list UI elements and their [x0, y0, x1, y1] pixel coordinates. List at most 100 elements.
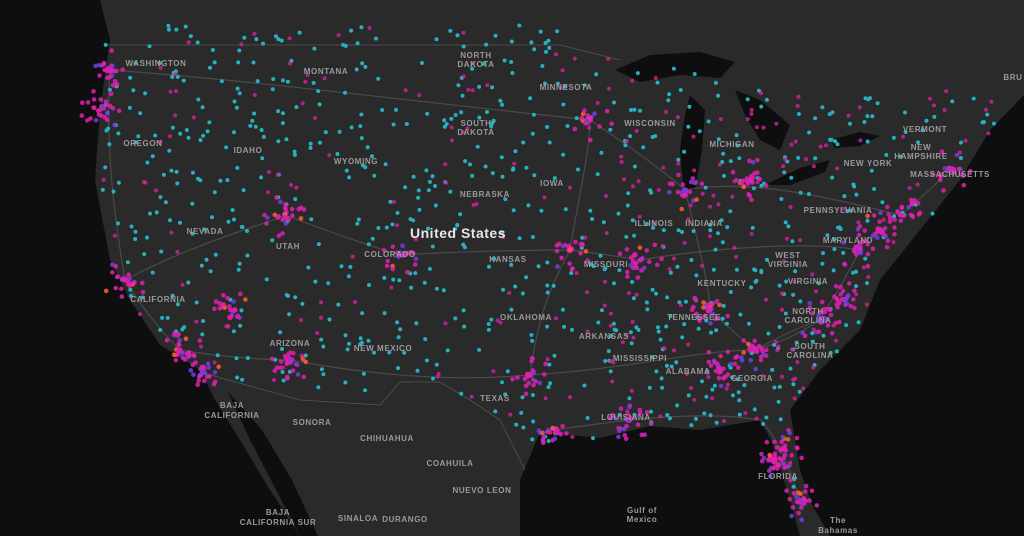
point — [145, 235, 149, 240]
point — [818, 309, 823, 315]
point — [884, 152, 889, 157]
point — [733, 355, 738, 361]
point — [787, 497, 793, 502]
point — [865, 241, 870, 247]
point — [641, 265, 647, 271]
point — [195, 40, 200, 45]
point — [588, 137, 593, 143]
point — [138, 312, 142, 317]
point — [857, 105, 862, 110]
point — [546, 38, 551, 43]
point — [598, 253, 603, 258]
point — [537, 380, 543, 386]
point — [775, 348, 780, 353]
point — [659, 376, 664, 381]
point — [372, 350, 376, 355]
point — [474, 202, 479, 206]
point — [785, 236, 789, 241]
point — [700, 379, 704, 384]
point — [553, 316, 558, 321]
point — [771, 466, 776, 471]
point — [750, 225, 755, 230]
point — [822, 306, 827, 312]
point — [500, 380, 504, 385]
point — [184, 128, 189, 132]
point — [716, 202, 721, 207]
point — [145, 160, 150, 165]
place-label: LOUISIANA — [601, 413, 650, 422]
point — [526, 203, 531, 208]
point — [753, 279, 758, 284]
point — [92, 105, 97, 111]
point — [625, 412, 630, 416]
point — [280, 231, 285, 236]
point — [194, 300, 199, 305]
point — [680, 335, 685, 340]
point — [667, 92, 672, 97]
point — [634, 265, 640, 271]
point — [739, 355, 744, 360]
point — [192, 353, 197, 359]
point — [508, 412, 513, 417]
point — [434, 286, 439, 291]
point — [266, 190, 271, 195]
point — [238, 291, 243, 297]
point — [679, 206, 685, 212]
point — [858, 138, 863, 143]
point — [763, 183, 769, 188]
point — [887, 219, 893, 224]
point — [133, 229, 138, 234]
point — [286, 217, 292, 222]
point — [765, 257, 769, 262]
point — [705, 371, 710, 375]
point — [468, 162, 472, 167]
point — [228, 307, 233, 313]
point — [239, 308, 244, 313]
point — [564, 431, 569, 436]
point — [848, 121, 852, 126]
place-label: NEW — [911, 143, 931, 152]
point — [250, 118, 255, 123]
place-label: DAKOTA — [457, 128, 494, 137]
point — [736, 390, 741, 395]
point — [759, 91, 763, 96]
point — [269, 356, 275, 362]
point — [602, 279, 607, 284]
point — [623, 143, 628, 148]
place-label: COAHUILA — [426, 459, 473, 468]
point — [303, 79, 308, 84]
place-label: Bahamas — [818, 526, 858, 535]
point — [786, 224, 791, 229]
point — [274, 195, 279, 200]
place-label: IOWA — [540, 179, 564, 188]
point — [538, 29, 543, 34]
point — [835, 297, 840, 303]
point — [293, 361, 299, 367]
point — [721, 366, 726, 372]
point — [602, 303, 607, 308]
point — [422, 280, 427, 285]
point — [416, 188, 421, 193]
point — [846, 293, 851, 298]
point — [545, 290, 550, 295]
point — [540, 64, 545, 68]
point — [730, 375, 735, 380]
point — [656, 187, 661, 192]
point — [358, 124, 363, 129]
point — [396, 335, 401, 340]
place-label: HAMPSHIRE — [894, 152, 947, 161]
point — [148, 211, 152, 216]
point — [596, 320, 601, 325]
point — [717, 365, 722, 370]
point — [689, 258, 694, 262]
point — [519, 410, 524, 415]
point — [781, 259, 786, 263]
point — [448, 28, 453, 33]
point — [346, 274, 351, 279]
point — [716, 316, 721, 321]
point — [530, 393, 535, 397]
point — [426, 226, 430, 231]
point — [662, 346, 667, 351]
point — [741, 350, 746, 355]
point — [336, 33, 341, 38]
